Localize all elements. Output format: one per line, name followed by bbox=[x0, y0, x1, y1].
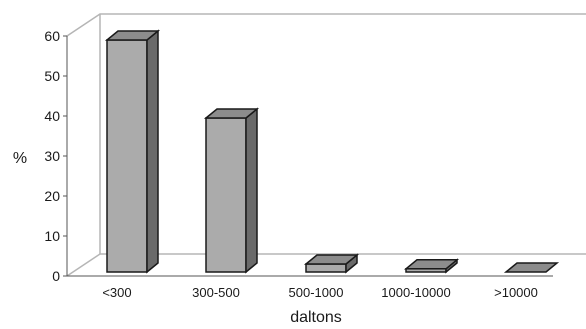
bar bbox=[503, 262, 560, 273]
bar bbox=[303, 253, 360, 274]
y-axis-title: % bbox=[13, 150, 27, 167]
bar-top-face bbox=[203, 108, 260, 119]
y-tick-label: 40 bbox=[44, 108, 60, 124]
bar-front-face bbox=[205, 117, 247, 273]
bar-front-face bbox=[106, 39, 148, 273]
x-axis-title: daltons bbox=[290, 309, 342, 326]
x-category-label: 500-1000 bbox=[289, 285, 344, 300]
bar-side-face bbox=[146, 29, 159, 274]
y-tick-label: 0 bbox=[52, 268, 60, 284]
x-category-label: >10000 bbox=[494, 285, 538, 300]
y-tick-label: 30 bbox=[44, 148, 60, 164]
bar bbox=[203, 107, 260, 274]
y-tick-label: 60 bbox=[44, 28, 60, 44]
bar-side-face bbox=[245, 107, 258, 274]
bar bbox=[104, 29, 161, 274]
bar-top-face bbox=[104, 30, 161, 41]
x-category-label: 300-500 bbox=[192, 285, 240, 300]
bar-top-face bbox=[503, 262, 560, 273]
y-axis-ticks: 0 10 20 30 40 50 60 bbox=[44, 28, 67, 284]
y-tick-label: 50 bbox=[44, 68, 60, 84]
x-category-label: 1000-10000 bbox=[381, 285, 450, 300]
floor-left-edge bbox=[66, 253, 101, 277]
bar-top-face bbox=[403, 259, 460, 270]
x-axis-labels: <300 300-500 500-1000 1000-10000 >10000 bbox=[102, 285, 538, 300]
x-category-label: <300 bbox=[102, 285, 131, 300]
y-tick-label: 20 bbox=[44, 188, 60, 204]
y-tick-label: 10 bbox=[44, 228, 60, 244]
bars bbox=[104, 29, 560, 274]
bar-front-face bbox=[305, 263, 347, 273]
bar bbox=[403, 258, 460, 274]
bar-top-face bbox=[303, 254, 360, 265]
